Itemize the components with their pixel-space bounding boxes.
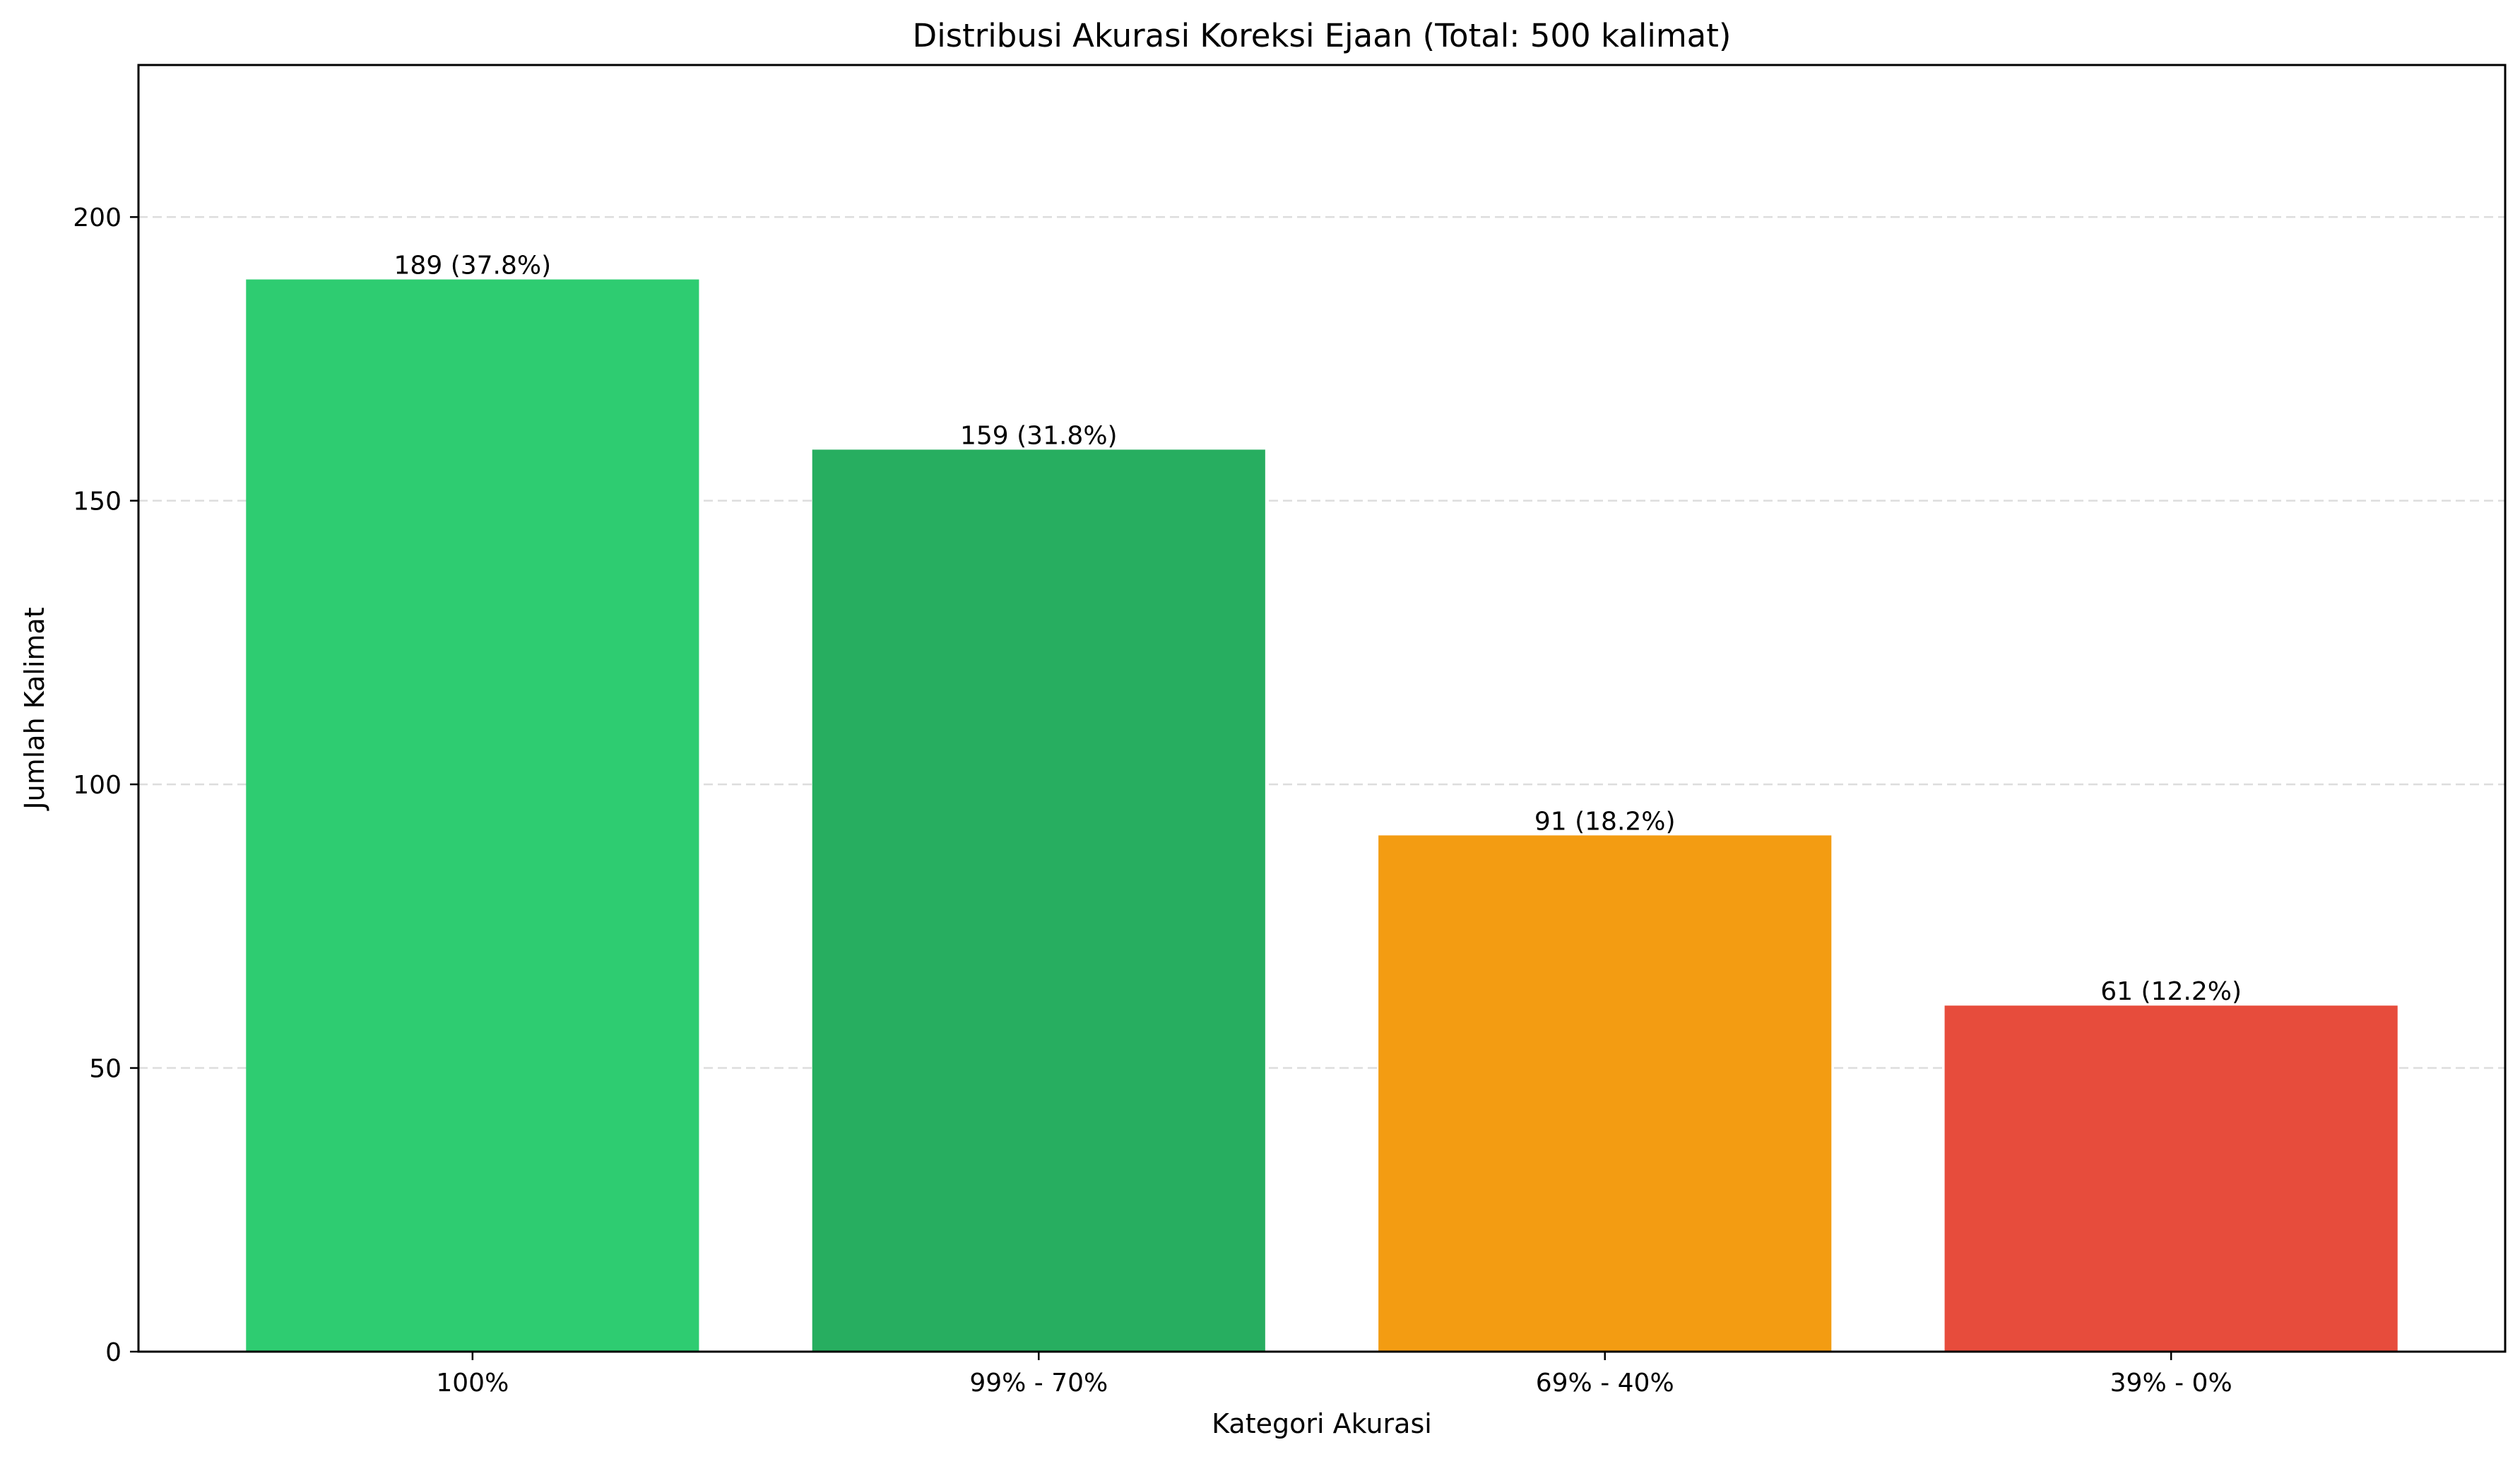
x-tick-label: 99% - 70% [969,1369,1108,1398]
x-tick-label: 39% - 0% [2110,1369,2232,1398]
bar-value-label: 159 (31.8%) [960,421,1118,450]
y-tick-label: 50 [89,1055,122,1084]
y-axis-label: Jumlah Kalimat [19,607,50,810]
bar-3 [1378,835,1832,1352]
x-axis-label: Kategori Akurasi [1212,1408,1432,1439]
bar-value-label: 61 (12.2%) [2100,977,2242,1006]
bar-value-label: 189 (37.8%) [394,252,552,281]
bar-value-labels: 189 (37.8%) 159 (31.8%) 91 (18.2%) 61 (12.2… [394,252,2242,1007]
y-tick-label: 150 [73,488,122,516]
plot-frame [137,64,2507,1353]
bar-1 [246,279,699,1352]
bars [246,279,2398,1352]
bar-value-label: 91 (18.2%) [1534,807,1676,836]
bar-4 [1944,1005,2398,1352]
y-tick-label: 200 [73,203,122,232]
y-tick-label: 100 [73,771,122,800]
bar-2 [812,449,1265,1352]
axis-ticks: 0 50 100 150 200 100% 99% - 70% 69% - 40% 39% - … [73,203,2232,1398]
x-tick-label: 69% - 40% [1536,1369,1674,1398]
x-tick-label: 100% [436,1369,509,1398]
chart-title: Distribusi Akurasi Koreksi Ejaan (Total:… [913,17,1732,54]
y-tick-label: 0 [105,1338,122,1367]
